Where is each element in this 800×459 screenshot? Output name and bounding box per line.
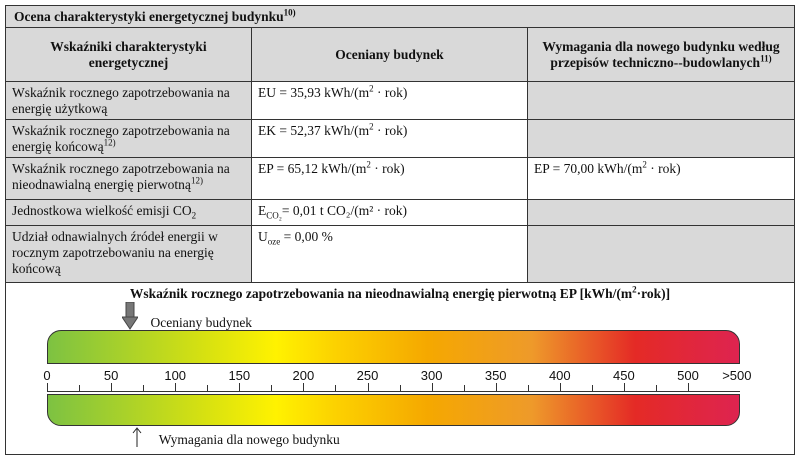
scale-tick	[303, 383, 305, 391]
scale-tick-label: 100	[164, 368, 187, 383]
scale-tick	[559, 383, 561, 391]
scale-tick-label: 0	[43, 368, 51, 383]
row-label: Udział odnawialnych źródeł energii w roc…	[5, 226, 252, 283]
scale-tick	[111, 383, 113, 391]
top-scale-bar	[47, 330, 740, 364]
header-requirements: Wymagania dla nowego budynku według prze…	[528, 28, 795, 82]
scale-tick-label: >500	[722, 368, 752, 383]
scale-tick	[399, 385, 401, 391]
row-requirement-value	[528, 226, 795, 283]
row-label: Wskaźnik rocznego zapotrzebowania na ene…	[5, 120, 252, 158]
row-label: Wskaźnik rocznego zapotrzebowania na nie…	[5, 158, 252, 200]
scale-tick	[655, 385, 657, 391]
table-title: Ocena charakterystyki energetycznej budy…	[5, 5, 795, 28]
row-assessed-value: EP = 65,12 kWh/(m2 · rok)	[252, 158, 528, 200]
row-assessed-value: ECO₂= 0,01 t CO₂/(m² · rok)	[252, 200, 528, 226]
scale-tick	[495, 383, 497, 391]
scale-tick-label: 150	[228, 368, 251, 383]
scale-tick	[143, 385, 145, 391]
scale-tick-label: 500	[677, 368, 699, 383]
bottom-scale-bar	[47, 394, 740, 426]
scale-tick-label: 250	[356, 368, 379, 383]
row-assessed-value: EU = 35,93 kWh/(m2 · rok)	[252, 82, 528, 120]
header-col3: Wymagania dla nowego budynku według prze…	[542, 38, 780, 70]
scale-tick	[175, 383, 177, 391]
scale-tick	[79, 385, 81, 391]
scale-tick-label: 450	[613, 368, 635, 383]
scale-section	[5, 283, 795, 455]
scale-tick	[688, 383, 689, 391]
row-requirement-value	[528, 82, 795, 120]
header-indicators: Wskaźniki charakterystyki energetycznej	[5, 28, 252, 82]
scale-tick	[47, 383, 48, 391]
scale-title: Wskaźnik rocznego zapotrzebowania na nie…	[129, 284, 671, 301]
scale-tick	[335, 385, 337, 391]
header-col2: Oceniany budynek	[335, 46, 444, 62]
row-assessed-value: Uoze = 0,00 %	[252, 226, 528, 283]
title-text: Ocena charakterystyki energetycznej budy…	[14, 9, 284, 24]
scale-axis-line	[47, 391, 740, 392]
title-footnote: 10)	[283, 7, 296, 18]
header-col1: Wskaźniki charakterystyki energetycznej	[50, 38, 207, 70]
scale-tick-label: 200	[292, 368, 315, 383]
assessed-building-label: Oceniany budynek	[150, 315, 253, 330]
scale-tick	[527, 385, 529, 391]
scale-tick	[367, 383, 369, 391]
row-label: Wskaźnik rocznego zapotrzebowania na ene…	[5, 82, 252, 120]
scale-tick	[591, 385, 593, 391]
header-assessed: Oceniany budynek	[252, 28, 528, 82]
assessed-building-arrow-icon	[121, 301, 140, 330]
scale-tick-label: 50	[103, 368, 119, 383]
scale-tick-label: 300	[420, 368, 443, 383]
row-requirement-value	[528, 200, 795, 226]
scale-tick-label: 350	[484, 368, 507, 383]
row-assessed-value: EK = 52,37 kWh/(m2 · rok)	[252, 120, 528, 158]
row-label: Jednostkowa wielkość emisji CO2	[5, 200, 252, 226]
row-requirement-value: EP = 70,00 kWh/(m2 · rok)	[528, 158, 795, 200]
scale-tick	[239, 383, 241, 391]
scale-tick	[463, 385, 465, 391]
scale-tick-label: 400	[548, 368, 571, 383]
scale-tick	[207, 385, 209, 391]
requirement-arrow-icon	[132, 427, 142, 447]
scale-tick	[271, 385, 273, 391]
row-requirement-value	[528, 120, 795, 158]
scale-tick	[431, 383, 433, 391]
scale-tick	[623, 383, 625, 391]
requirement-label: Wymagania dla nowego budynku	[158, 432, 340, 447]
